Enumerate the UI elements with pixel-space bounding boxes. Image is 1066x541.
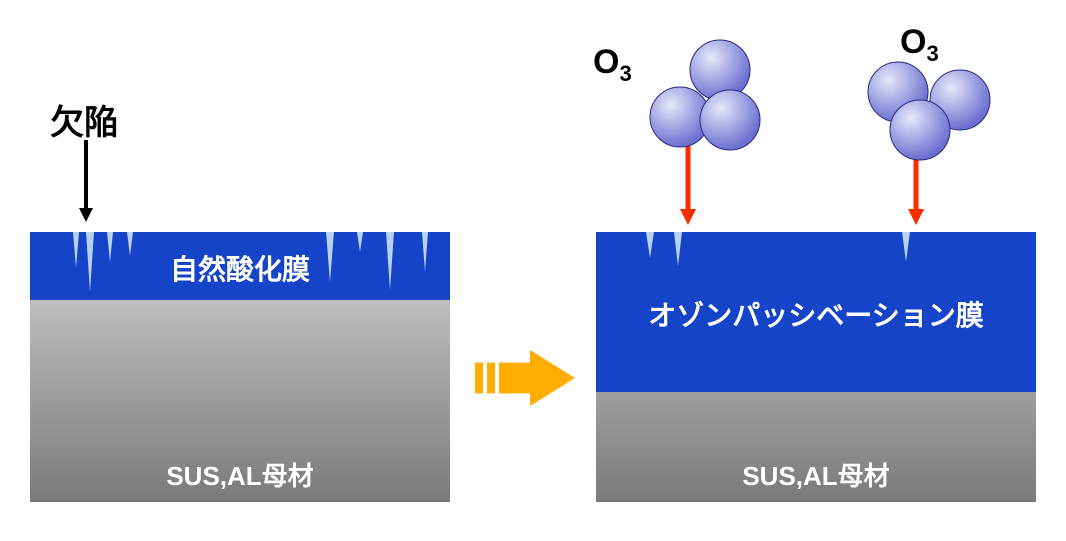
ozone-subscript: 3 bbox=[619, 61, 631, 86]
substrate-label-left: SUS,AL母材 bbox=[30, 456, 450, 493]
ozone-arrow-head bbox=[908, 209, 924, 225]
defect-label: 欠陥 bbox=[50, 95, 118, 144]
diagram-root: 欠陥 自然酸化膜 SUS,AL母材 オゾンパッシベーション膜 SUS,AL母材 … bbox=[0, 0, 1066, 541]
ozone-passivation-film-label: オゾンパッシベーション膜 bbox=[596, 294, 1036, 334]
ozone-arrow-head bbox=[680, 209, 696, 225]
ozone-label-right: O3 bbox=[900, 23, 939, 67]
defect-arrow-head bbox=[79, 208, 93, 222]
substrate-label-right: SUS,AL母材 bbox=[596, 456, 1036, 493]
ozone-atom bbox=[890, 100, 950, 160]
transition-arrow-tail-stripe bbox=[487, 363, 495, 394]
ozone-atom bbox=[700, 90, 760, 150]
ozone-atom bbox=[690, 40, 750, 100]
ozone-subscript: 3 bbox=[926, 41, 938, 66]
natural-oxide-film-label: 自然酸化膜 bbox=[30, 248, 450, 288]
ozone-label-left: O3 bbox=[593, 43, 632, 87]
transition-arrow-head bbox=[530, 350, 575, 406]
transition-arrow-shaft bbox=[499, 363, 530, 394]
transition-arrow-tail-stripe bbox=[475, 363, 483, 394]
ozone-symbol: O bbox=[593, 43, 619, 81]
ozone-symbol: O bbox=[900, 23, 926, 61]
